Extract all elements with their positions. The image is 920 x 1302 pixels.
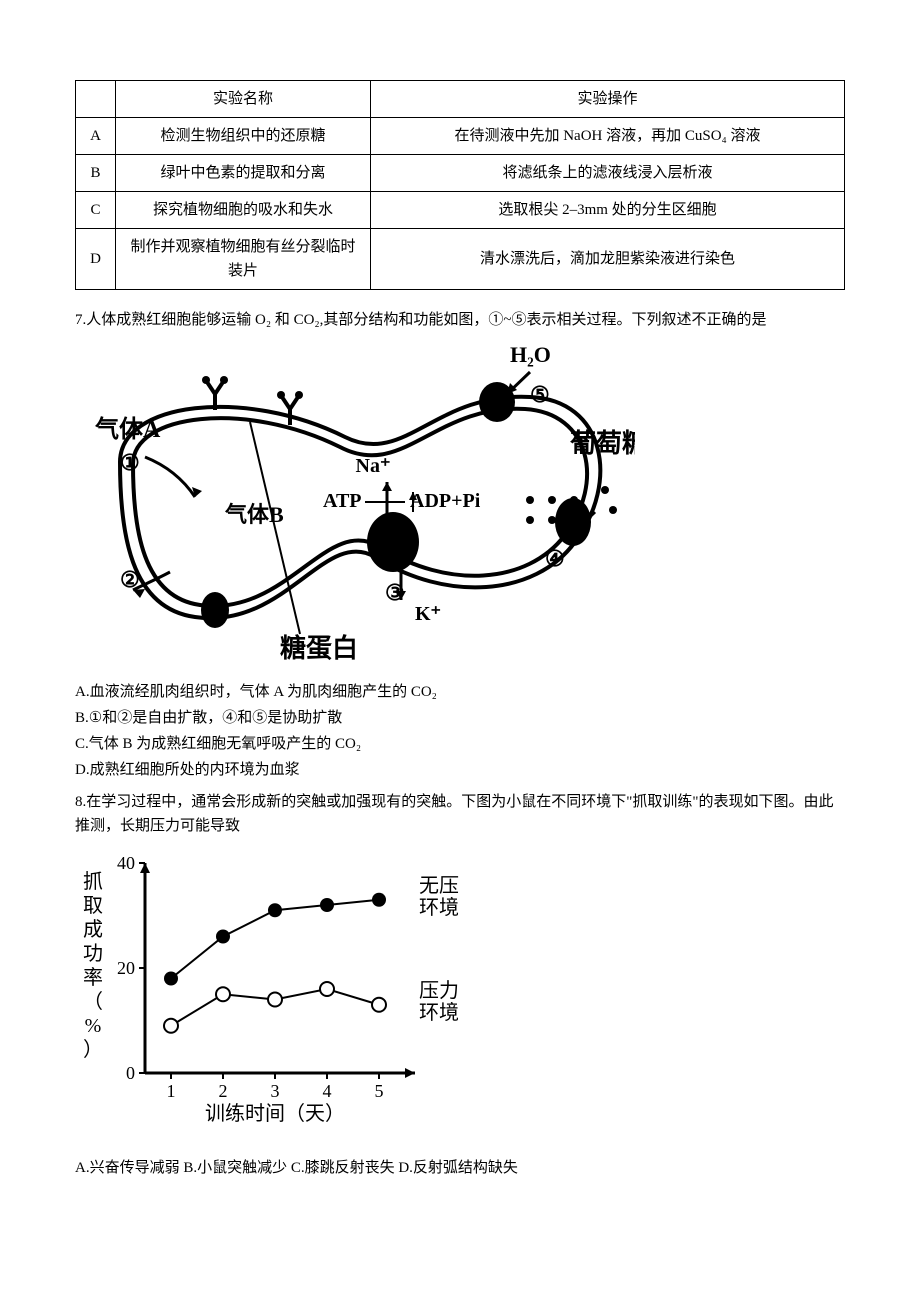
row-idx: D — [76, 229, 116, 290]
table-row: B 绿叶中色素的提取和分离 将滤纸条上的滤液线浸入层析液 — [76, 155, 845, 192]
svg-text:20: 20 — [117, 958, 135, 978]
svg-text:糖蛋白: 糖蛋白 — [280, 633, 358, 662]
row-op: 清水漂洗后，滴加龙胆紫染液进行染色 — [371, 229, 845, 290]
svg-text:气体A: 气体A — [94, 415, 161, 443]
svg-text:率: 率 — [83, 966, 103, 989]
svg-text:环境: 环境 — [419, 1001, 459, 1024]
row-op: 将滤纸条上的滤液线浸入层析液 — [371, 155, 845, 192]
row-idx: A — [76, 118, 116, 155]
svg-text:K⁺: K⁺ — [415, 603, 441, 625]
svg-text:40: 40 — [117, 853, 135, 873]
training-chart: 0204012345抓取成功率（%）训练时间（天）无压环境压力环境 — [75, 848, 495, 1128]
q7-opt-a: A.血液流经肌肉组织时，气体 A 为肌肉细胞产生的 CO₂ — [75, 680, 845, 704]
svg-text:1: 1 — [167, 1081, 176, 1101]
cell-diagram: 气体A①②气体BNa⁺K⁺③ATPADP+PiH₂O⑤葡萄糖④糖蛋白 — [75, 342, 635, 662]
row-name: 制作并观察植物细胞有丝分裂临时装片 — [116, 229, 371, 290]
q7-figure: 气体A①②气体BNa⁺K⁺③ATPADP+PiH₂O⑤葡萄糖④糖蛋白 — [75, 342, 845, 670]
table-row: A 检测生物组织中的还原糖 在待测液中先加 NaOH 溶液，再加 CuSO₄ 溶… — [76, 118, 845, 155]
svg-text:③: ③ — [385, 580, 405, 605]
q7-opt-c: C.气体 B 为成熟红细胞无氧呼吸产生的 CO₂ — [75, 732, 845, 756]
q8-options: A.兴奋传导减弱 B.小鼠突触减少 C.膝跳反射丧失 D.反射弧结构缺失 — [75, 1156, 845, 1180]
svg-text:葡萄糖: 葡萄糖 — [570, 428, 635, 458]
q7-options: A.血液流经肌肉组织时，气体 A 为肌肉细胞产生的 CO₂ B.①和②是自由扩散… — [75, 680, 845, 782]
svg-text:压力: 压力 — [419, 979, 459, 1002]
svg-text:ATP: ATP — [323, 490, 362, 512]
table-header-blank — [76, 81, 116, 118]
row-op: 在待测液中先加 NaOH 溶液，再加 CuSO₄ 溶液 — [371, 118, 845, 155]
q8-figure: 0204012345抓取成功率（%）训练时间（天）无压环境压力环境 — [75, 848, 845, 1136]
q7-opt-b: B.①和②是自由扩散，④和⑤是协助扩散 — [75, 706, 845, 730]
svg-text:功: 功 — [83, 942, 103, 965]
svg-text:①: ① — [120, 450, 140, 475]
svg-text:5: 5 — [375, 1081, 384, 1101]
row-idx: B — [76, 155, 116, 192]
question-8: 8.在学习过程中，通常会形成新的突触或加强现有的突触。下图为小鼠在不同环境下"抓… — [75, 790, 845, 1180]
svg-text:%: % — [85, 1015, 102, 1037]
row-name: 绿叶中色素的提取和分离 — [116, 155, 371, 192]
q7-stem: 7.人体成熟红细胞能够运输 O₂ 和 CO₂,其部分结构和功能如图，①~⑤表示相… — [75, 308, 845, 332]
svg-text:3: 3 — [271, 1081, 280, 1101]
svg-text:ADP+Pi: ADP+Pi — [410, 490, 481, 512]
svg-text:取: 取 — [83, 895, 103, 917]
row-op: 选取根尖 2–3mm 处的分生区细胞 — [371, 192, 845, 229]
table-row: C 探究植物细胞的吸水和失水 选取根尖 2–3mm 处的分生区细胞 — [76, 192, 845, 229]
q7-opt-d: D.成熟红细胞所处的内环境为血浆 — [75, 758, 845, 782]
svg-text:Na⁺: Na⁺ — [356, 455, 391, 477]
table-header-op: 实验操作 — [371, 81, 845, 118]
q8-stem: 8.在学习过程中，通常会形成新的突触或加强现有的突触。下图为小鼠在不同环境下"抓… — [75, 790, 845, 838]
svg-text:（: （ — [83, 990, 103, 1013]
row-idx: C — [76, 192, 116, 229]
svg-text:成: 成 — [83, 918, 103, 941]
svg-text:4: 4 — [323, 1081, 332, 1101]
table-header-name: 实验名称 — [116, 81, 371, 118]
svg-text:气体B: 气体B — [224, 502, 284, 527]
svg-text:H₂O: H₂O — [510, 342, 551, 367]
experiments-table: 实验名称 实验操作 A 检测生物组织中的还原糖 在待测液中先加 NaOH 溶液，… — [75, 80, 845, 290]
table-row: D 制作并观察植物细胞有丝分裂临时装片 清水漂洗后，滴加龙胆紫染液进行染色 — [76, 229, 845, 290]
svg-text:2: 2 — [219, 1081, 228, 1101]
row-name: 检测生物组织中的还原糖 — [116, 118, 371, 155]
svg-text:）: ） — [83, 1038, 103, 1061]
svg-text:⑤: ⑤ — [530, 382, 550, 407]
svg-text:环境: 环境 — [419, 896, 459, 919]
svg-text:④: ④ — [545, 546, 565, 571]
svg-text:0: 0 — [126, 1063, 135, 1083]
svg-text:抓: 抓 — [83, 870, 103, 893]
svg-text:训练时间（天）: 训练时间（天） — [205, 1102, 345, 1125]
row-name: 探究植物细胞的吸水和失水 — [116, 192, 371, 229]
question-7: 7.人体成熟红细胞能够运输 O₂ 和 CO₂,其部分结构和功能如图，①~⑤表示相… — [75, 308, 845, 782]
svg-text:无压: 无压 — [419, 875, 459, 897]
